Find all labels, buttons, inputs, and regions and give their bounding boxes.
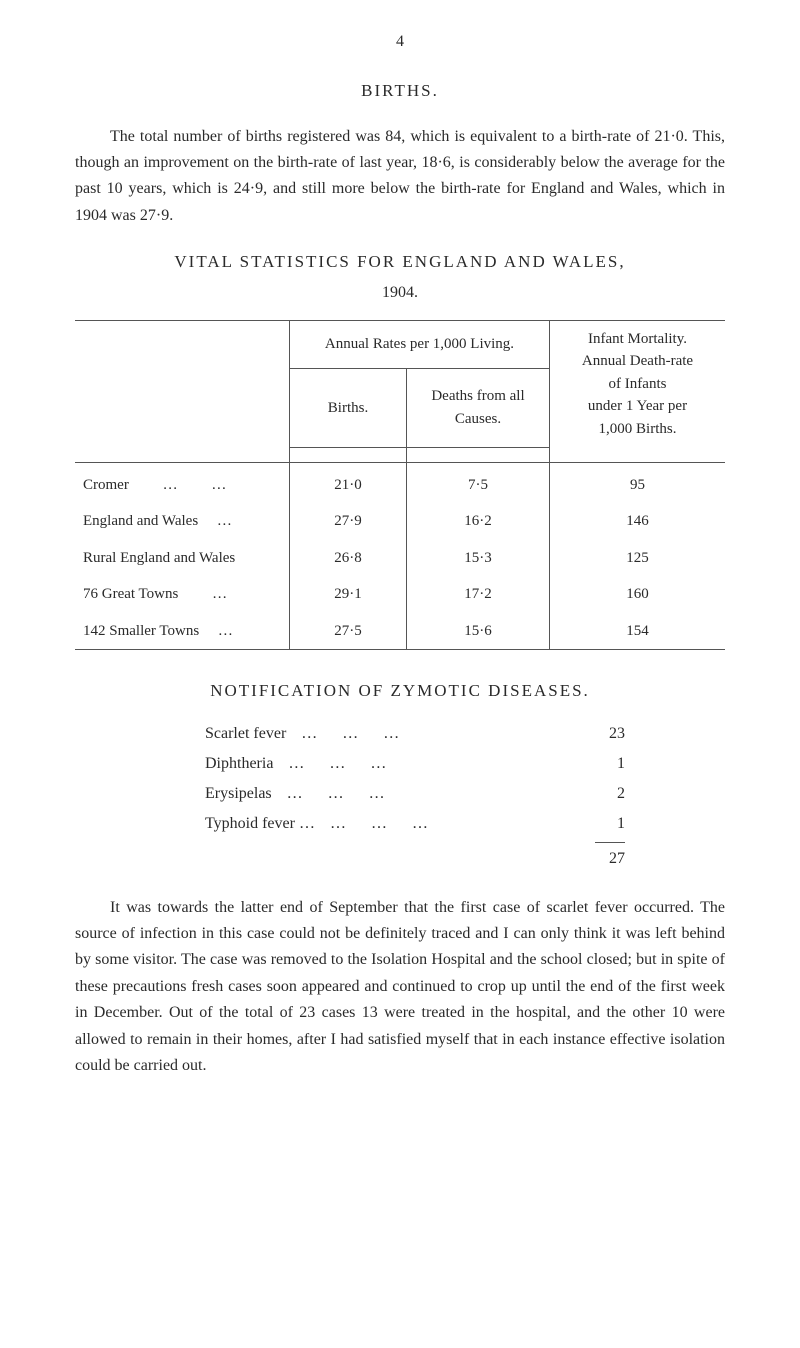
header-infant-line2: Annual Death-rate <box>582 353 693 369</box>
disease-typhoid: Typhoid fever … <box>205 812 315 836</box>
row-label-england: England and Wales … <box>75 503 290 540</box>
disease-list: Scarlet fever ……… 23 Diphtheria ……… 1 Er… <box>205 722 625 871</box>
rural-infant: 125 <box>550 540 726 577</box>
disease-scarlet: Scarlet fever <box>205 722 286 746</box>
header-infant-mortality: Infant Mortality. Annual Death-rate of I… <box>550 320 726 447</box>
cromer-deaths: 7·5 <box>407 467 550 504</box>
births-heading: BIRTHS. <box>75 78 725 104</box>
rural-deaths: 15·3 <box>407 540 550 577</box>
diphtheria-value: 1 <box>585 752 625 776</box>
table-row: Cromer … … 21·0 7·5 95 <box>75 467 725 504</box>
142towns-births: 27·5 <box>290 613 407 650</box>
disease-row: Scarlet fever ……… 23 <box>205 722 625 746</box>
table-empty-row <box>75 447 290 462</box>
disease-row: Erysipelas ……… 2 <box>205 782 625 806</box>
cromer-births: 21·0 <box>290 467 407 504</box>
rural-births: 26·8 <box>290 540 407 577</box>
vital-stats-year: 1904. <box>75 281 725 305</box>
row-label-76towns: 76 Great Towns … <box>75 576 290 613</box>
row-label-rural: Rural England and Wales <box>75 540 290 577</box>
births-paragraph: The total number of births registered wa… <box>75 124 725 230</box>
table-row: England and Wales … 27·9 16·2 146 <box>75 503 725 540</box>
vital-stats-heading: VITAL STATISTICS FOR ENGLAND AND WALES, <box>75 249 725 275</box>
header-empty <box>75 320 290 447</box>
disease-total: 27 <box>205 847 625 871</box>
142towns-infant: 154 <box>550 613 726 650</box>
header-deaths: Deaths from all Causes. <box>407 369 550 447</box>
dots: ……… <box>273 752 585 776</box>
header-infant-line3: of Infants <box>609 376 667 392</box>
dots: ……… <box>272 782 585 806</box>
cromer-infant: 95 <box>550 467 726 504</box>
header-births: Births. <box>290 369 407 447</box>
header-deaths-line1: Deaths from all <box>431 388 524 404</box>
row-label-142towns: 142 Smaller Towns … <box>75 613 290 650</box>
notification-heading: NOTIFICATION OF ZYMOTIC DISEASES. <box>75 678 725 704</box>
76towns-deaths: 17·2 <box>407 576 550 613</box>
table-row: 76 Great Towns … 29·1 17·2 160 <box>75 576 725 613</box>
erysipelas-value: 2 <box>585 782 625 806</box>
header-infant-line5: 1,000 Births. <box>599 421 677 437</box>
header-infant-line4: under 1 Year per <box>588 398 687 414</box>
header-infant-line1: Infant Mortality. <box>588 331 687 347</box>
disease-row: Typhoid fever … ……… 1 <box>205 812 625 836</box>
76towns-births: 29·1 <box>290 576 407 613</box>
disease-row: Diphtheria ……… 1 <box>205 752 625 776</box>
76towns-infant: 160 <box>550 576 726 613</box>
england-births: 27·9 <box>290 503 407 540</box>
total-line <box>595 842 625 843</box>
closing-paragraph: It was towards the latter end of Septemb… <box>75 895 725 1080</box>
table-row: Rural England and Wales 26·8 15·3 125 <box>75 540 725 577</box>
england-deaths: 16·2 <box>407 503 550 540</box>
header-deaths-line2: Causes. <box>455 411 501 427</box>
disease-diphtheria: Diphtheria <box>205 752 273 776</box>
dots: ……… <box>286 722 585 746</box>
142towns-deaths: 15·6 <box>407 613 550 650</box>
row-label-cromer: Cromer … … <box>75 467 290 504</box>
disease-erysipelas: Erysipelas <box>205 782 272 806</box>
scarlet-value: 23 <box>585 722 625 746</box>
table-row: 142 Smaller Towns … 27·5 15·6 154 <box>75 613 725 650</box>
header-annual-rates: Annual Rates per 1,000 Living. <box>290 320 550 369</box>
vital-statistics-table: Annual Rates per 1,000 Living. Infant Mo… <box>75 320 725 651</box>
dots: ……… <box>315 812 585 836</box>
england-infant: 146 <box>550 503 726 540</box>
page-number: 4 <box>75 30 725 54</box>
typhoid-value: 1 <box>585 812 625 836</box>
